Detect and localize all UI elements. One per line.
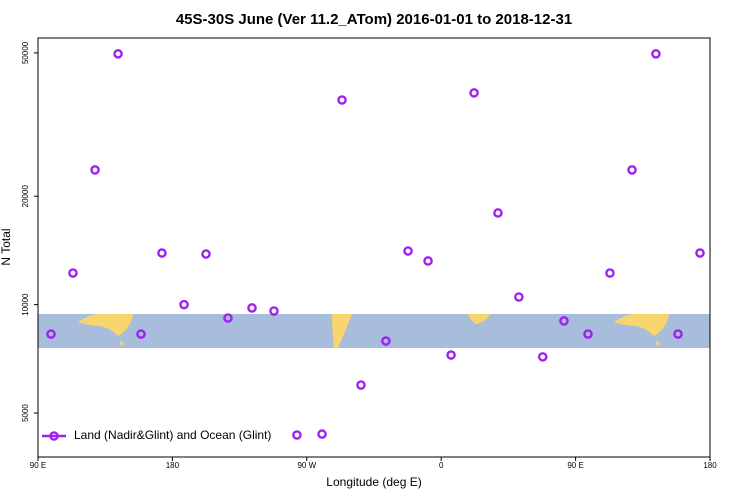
point (317, 429, 327, 439)
y-tick-label: 50000 (21, 41, 30, 64)
point (423, 256, 433, 266)
point (136, 329, 146, 339)
point (223, 313, 233, 323)
point (403, 246, 413, 256)
chart-title: 45S-30S June (Ver 11.2_ATom) 2016-01-01 … (176, 11, 572, 28)
map-band (38, 314, 710, 348)
x-axis-label: Longitude (deg E) (326, 475, 421, 489)
point (179, 299, 189, 310)
point (68, 268, 78, 278)
point (381, 336, 391, 346)
land (332, 314, 352, 348)
x-tick-label: 90 W (297, 461, 316, 470)
point (292, 430, 302, 440)
x-tick-label: 90 E (30, 461, 46, 470)
land (468, 314, 490, 324)
land (78, 314, 133, 336)
point (514, 292, 524, 302)
point (627, 165, 637, 175)
point (583, 329, 593, 339)
point (201, 249, 211, 259)
point (446, 350, 456, 360)
land (656, 340, 660, 346)
legend-marker (49, 431, 59, 441)
legend-label: Land (Nadir&Glint) and Ocean (Glint) (74, 428, 271, 442)
point (605, 268, 615, 278)
point (651, 49, 661, 59)
point (113, 49, 123, 59)
point (46, 329, 56, 339)
point (559, 316, 569, 326)
land (120, 340, 124, 346)
x-tick-label: 180 (703, 461, 717, 470)
point (673, 329, 683, 339)
x-tick-label: 0 (439, 461, 444, 470)
point (493, 208, 503, 218)
point (695, 248, 705, 258)
point (537, 352, 548, 362)
plot-frame (37, 37, 711, 458)
y-axis-label: N Total (0, 228, 13, 265)
y-tick-label: 10000 (21, 293, 30, 316)
point (269, 306, 279, 316)
x-tick-label: 90 E (567, 461, 583, 470)
point (337, 95, 347, 105)
ocean (38, 314, 710, 348)
point (469, 88, 479, 98)
point (157, 248, 167, 258)
point (356, 380, 366, 390)
land (614, 314, 669, 336)
x-tick-label: 180 (166, 461, 180, 470)
point (247, 303, 257, 313)
y-tick-label: 5000 (21, 404, 30, 422)
point (90, 165, 100, 175)
y-tick-label: 20000 (21, 185, 30, 208)
